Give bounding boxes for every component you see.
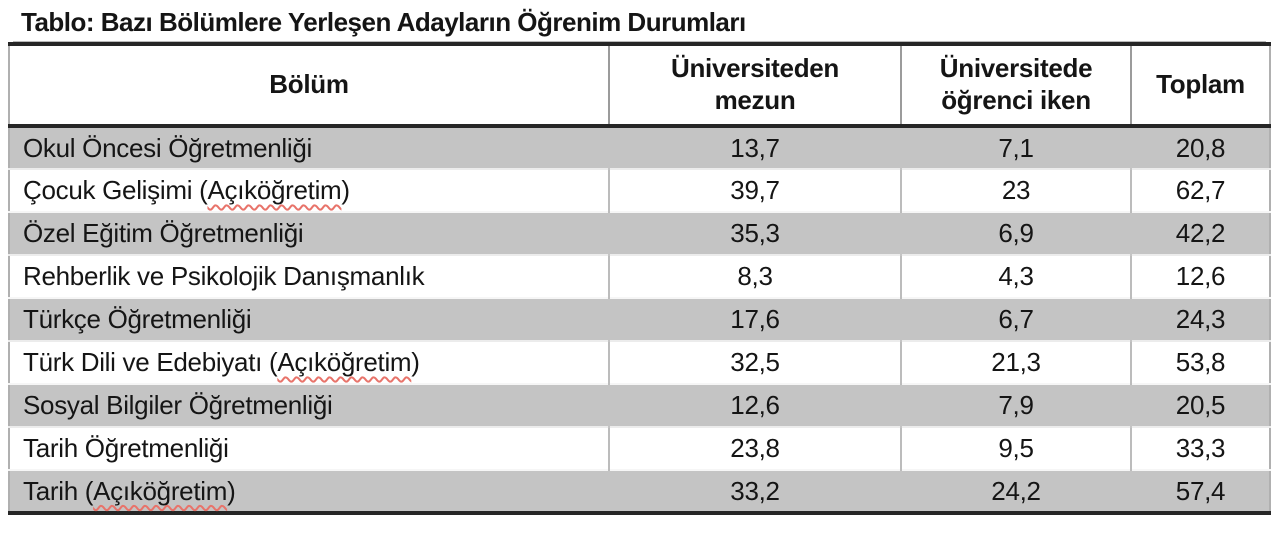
misspelled-word: Açıköğretim [277, 347, 412, 377]
column-header-ogrenci: Üniversitede öğrenci iken [900, 44, 1131, 128]
department-cell: Okul Öncesi Öğretmenliği [9, 126, 609, 169]
column-header-toplam: Toplam [1130, 44, 1270, 128]
value-cell: 17,6 [608, 297, 901, 341]
table-row: Tarih (Açıköğretim) 33,2 24,2 57,4 [9, 469, 1270, 513]
department-cell: Türkçe Öğretmenliği [9, 297, 609, 341]
value-cell: 33,2 [608, 469, 901, 513]
value-cell: 8,3 [608, 254, 901, 298]
value-cell: 7,1 [900, 126, 1131, 169]
value-cell: 39,7 [608, 168, 901, 212]
value-cell: 35,3 [608, 211, 901, 255]
value-cell: 33,3 [1130, 426, 1270, 470]
value-cell: 20,5 [1130, 383, 1270, 427]
table-row: Türkçe Öğretmenliği 17,6 6,7 24,3 [9, 297, 1270, 341]
table-row: Çocuk Gelişimi (Açıköğretim) 39,7 23 62,7 [9, 168, 1270, 212]
table-header-row: Bölüm Üniversiteden mezun Üniversitede ö… [9, 44, 1270, 128]
misspelled-word: Açıköğretim [207, 175, 342, 205]
value-cell: 20,8 [1130, 126, 1270, 169]
value-cell: 23,8 [608, 426, 901, 470]
value-cell: 42,2 [1130, 211, 1270, 255]
department-cell: Rehberlik ve Psikolojik Danışmanlık [9, 254, 609, 298]
value-cell: 23 [900, 168, 1131, 212]
value-cell: 21,3 [900, 340, 1131, 384]
table-row: Rehberlik ve Psikolojik Danışmanlık 8,3 4,… [9, 254, 1270, 298]
table-row: Tarih Öğretmenliği 23,8 9,5 33,3 [9, 426, 1270, 470]
table-row: Okul Öncesi Öğretmenliği 13,7 7,1 20,8 [9, 126, 1270, 169]
value-cell: 6,9 [900, 211, 1131, 255]
department-cell: Türk Dili ve Edebiyatı (Açıköğretim) [9, 340, 609, 384]
value-cell: 53,8 [1130, 340, 1270, 384]
value-cell: 6,7 [900, 297, 1131, 341]
misspelled-word: Açıköğretim [93, 475, 228, 506]
value-cell: 62,7 [1130, 168, 1270, 212]
value-cell: 24,3 [1130, 297, 1270, 341]
value-cell: 13,7 [608, 126, 901, 169]
data-table: Bölüm Üniversiteden mezun Üniversitede ö… [8, 42, 1271, 515]
department-cell: Özel Eğitim Öğretmenliği [9, 211, 609, 255]
value-cell: 12,6 [608, 383, 901, 427]
column-header-bolum: Bölüm [9, 44, 609, 128]
value-cell: 24,2 [900, 469, 1131, 513]
value-cell: 9,5 [900, 426, 1131, 470]
table-row: Sosyal Bilgiler Öğretmenliği 12,6 7,9 20,5 [9, 383, 1270, 427]
department-cell: Sosyal Bilgiler Öğretmenliği [9, 383, 609, 427]
column-header-mezun: Üniversiteden mezun [608, 44, 901, 128]
table-body: Okul Öncesi Öğretmenliği 13,7 7,1 20,8 Çocuk… [9, 126, 1270, 513]
table-row: Türk Dili ve Edebiyatı (Açıköğretim) 32,5… [9, 340, 1270, 384]
value-cell: 7,9 [900, 383, 1131, 427]
department-cell: Çocuk Gelişimi (Açıköğretim) [9, 168, 609, 212]
department-cell: Tarih (Açıköğretim) [9, 469, 609, 513]
value-cell: 12,6 [1130, 254, 1270, 298]
value-cell: 32,5 [608, 340, 901, 384]
table-row: Özel Eğitim Öğretmenliği 35,3 6,9 42,2 [9, 211, 1270, 255]
department-cell: Tarih Öğretmenliği [9, 426, 609, 470]
page-title: Tablo: Bazı Bölümlere Yerleşen Adayların… [21, 7, 746, 37]
value-cell: 4,3 [900, 254, 1131, 298]
value-cell: 57,4 [1130, 469, 1270, 513]
